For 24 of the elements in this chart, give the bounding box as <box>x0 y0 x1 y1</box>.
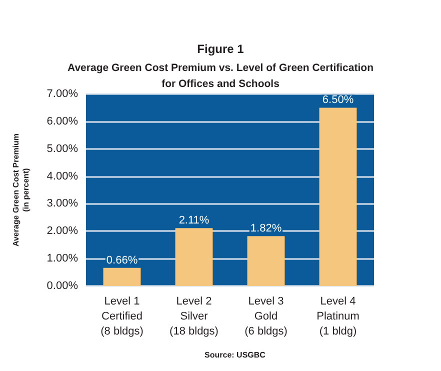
y-tick-label: 3.00% <box>46 198 78 210</box>
data-label: 0.66% <box>106 254 138 266</box>
bar <box>319 108 357 286</box>
x-tick-label: Level 3 Gold (6 bldgs) <box>244 296 288 338</box>
data-label: 2.11% <box>178 214 210 227</box>
x-tick-label: Level 2 Silver (18 bldgs) <box>170 296 218 338</box>
y-tick-label: 6.00% <box>46 115 78 128</box>
source-note: Source: USGBC <box>204 350 266 360</box>
y-tick-label: 1.00% <box>46 252 78 265</box>
y-axis-title: Average Green Cost Premium (in percent) <box>12 133 30 247</box>
chart-title: Figure 1 <box>197 42 244 56</box>
y-tick-label: 2.00% <box>46 225 78 238</box>
x-tick-label: Level 1 Certified (8 bldgs) <box>100 296 144 338</box>
bar <box>247 236 285 286</box>
x-tick-label: Level 4 Platinum (1 bldg) <box>316 296 360 338</box>
data-label: 6.50% <box>322 94 354 106</box>
y-tick-label: 4.00% <box>46 170 78 182</box>
y-tick-label: 7.00% <box>46 88 78 100</box>
bar <box>103 268 141 286</box>
y-tick-label: 0.00% <box>46 280 78 292</box>
bar <box>175 228 213 286</box>
chart-subtitle: Average Green Cost Premium vs. Level of Green Certification for Offices and Schools <box>68 62 374 90</box>
y-tick-label: 5.00% <box>46 142 78 155</box>
data-label: 1.82% <box>250 222 282 235</box>
